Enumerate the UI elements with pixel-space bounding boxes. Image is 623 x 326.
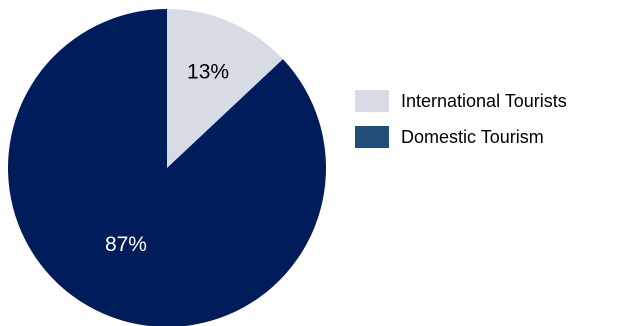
pie-slice-domestic-tourism [8,9,326,326]
pie-slice-labels: 13% 87% [105,61,229,256]
legend-label-international-tourists: International Tourists [401,91,567,111]
legend-swatch-international-tourists [355,90,389,112]
legend: International Tourists Domestic Tourism [355,90,567,148]
slice-label-international-tourists: 13% [187,61,229,84]
slice-label-domestic-tourism: 87% [105,233,147,256]
pie-slices [8,9,326,326]
legend-swatch-domestic-tourism [355,126,389,148]
legend-label-domestic-tourism: Domestic Tourism [401,127,544,147]
pie-slice-international-tourists [167,9,283,168]
